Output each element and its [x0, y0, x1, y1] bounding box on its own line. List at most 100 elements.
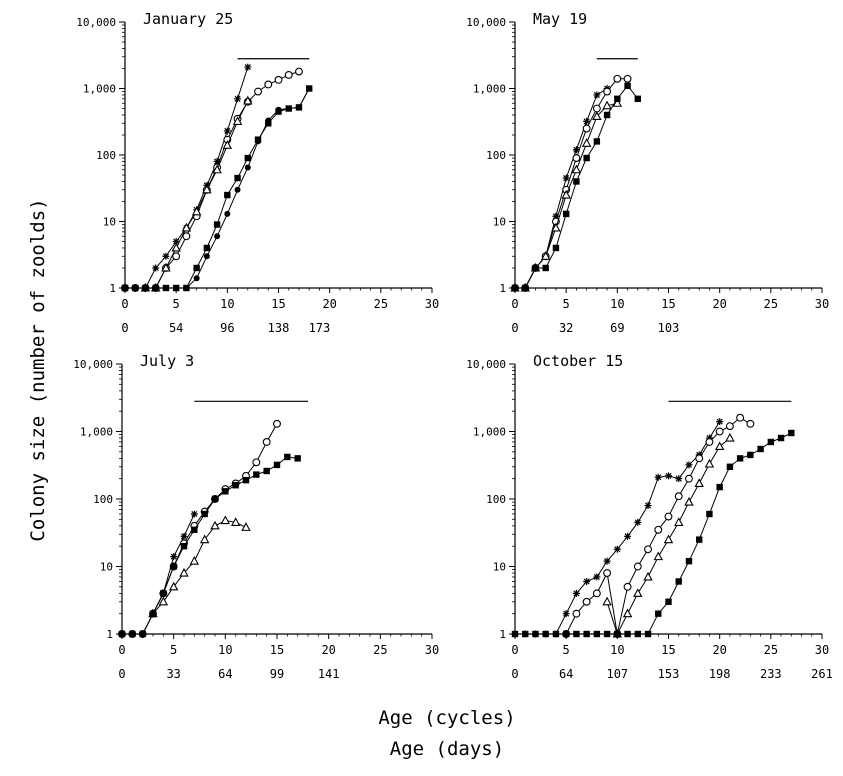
days-tick-label: 233: [760, 667, 782, 681]
data-point: [234, 186, 241, 193]
data-point: [265, 120, 272, 127]
y-tick-label: 10: [493, 216, 506, 229]
x-tick-label: 20: [321, 643, 335, 657]
days-tick-label: 99: [270, 667, 284, 681]
days-tick-label: 0: [511, 321, 518, 335]
y-tick-label: 100: [96, 149, 116, 162]
x-tick-label: 5: [173, 297, 180, 311]
data-point: [189, 556, 200, 565]
data-point: [252, 458, 261, 467]
data-point: [603, 569, 612, 577]
panel-title: May 19: [533, 10, 587, 28]
data-point: [244, 154, 251, 162]
data-point: [542, 630, 549, 638]
data-point: [273, 419, 281, 428]
data-point: [190, 510, 198, 518]
data-point: [644, 545, 652, 554]
days-tick-label: 261: [811, 667, 833, 681]
data-point: [767, 438, 775, 446]
data-point: [542, 264, 549, 272]
data-point: [162, 252, 170, 260]
y-tick-label: 1: [499, 282, 506, 295]
data-point: [170, 563, 177, 570]
x-tick-label: 0: [118, 643, 125, 657]
y-tick-label: 100: [486, 493, 506, 506]
data-point: [511, 284, 519, 292]
data-point: [244, 164, 251, 171]
data-point: [573, 178, 580, 185]
days-tick-label: 54: [169, 321, 183, 335]
data-point: [179, 567, 189, 577]
data-point: [583, 117, 591, 125]
y-tick-label: 1,000: [473, 83, 506, 96]
data-point: [583, 577, 591, 585]
data-point: [203, 244, 211, 252]
data-point: [684, 496, 694, 506]
data-point: [193, 275, 200, 282]
panel-4: 1 10 100 1,000 10,000 0 5 10 15 20 25 30 0 64 107 153 19…: [466, 352, 833, 681]
data-point: [582, 124, 591, 133]
days-tick-label: 32: [559, 321, 573, 335]
data-point: [613, 545, 621, 553]
days-tick-label: 0: [118, 667, 125, 681]
data-point: [572, 154, 581, 162]
x-tick-label: 15: [271, 297, 285, 311]
data-point: [573, 630, 580, 638]
data-point: [685, 557, 693, 565]
data-point: [562, 174, 570, 182]
data-point: [232, 116, 243, 125]
data-point: [696, 536, 703, 543]
data-point: [581, 138, 592, 147]
data-point: [552, 212, 560, 220]
x-tick-label: 10: [218, 643, 232, 657]
data-point: [511, 630, 519, 638]
data-point: [736, 455, 744, 462]
panel-3: 1 10 100 1,000 10,000 0 5 10 15 20 25 30 0 33 64 99 141 J…: [73, 352, 439, 681]
x-tick-label: 5: [170, 643, 177, 657]
data-point: [664, 512, 673, 521]
data-point: [182, 232, 191, 241]
data-point: [624, 630, 631, 638]
data-point: [214, 233, 221, 240]
days-tick-label: 0: [511, 667, 518, 681]
x-tick-label: 0: [511, 643, 518, 657]
data-point: [777, 434, 785, 442]
data-point: [203, 253, 210, 260]
data-point: [170, 553, 178, 561]
panel-2: 1 10 100 1,000 10,000 0 5 10 15 20 25 30 0 32 69 103 May…: [466, 10, 829, 335]
days-tick-label: 107: [606, 667, 628, 681]
data-point: [562, 210, 570, 218]
series-filled-circle: [122, 85, 313, 291]
data-point: [562, 610, 570, 618]
x-tick-label: 30: [815, 643, 829, 657]
data-point: [726, 463, 734, 470]
series-open-triangle: [602, 432, 735, 638]
data-point: [284, 70, 293, 79]
data-point: [634, 95, 641, 103]
series-line: [125, 66, 249, 289]
data-point: [583, 630, 590, 638]
data-point: [634, 518, 642, 526]
data-point: [211, 495, 219, 503]
series-open-triangle: [148, 515, 251, 618]
data-point: [694, 478, 704, 487]
y-tick-label: 1,000: [473, 426, 506, 439]
y-tick-label: 100: [486, 149, 506, 162]
data-point: [152, 264, 160, 272]
days-tick-label: 141: [318, 667, 340, 681]
y-tick-label: 1: [106, 628, 113, 641]
data-point: [213, 157, 221, 165]
data-point: [522, 630, 529, 638]
data-point: [592, 589, 601, 598]
series-filled-square: [511, 429, 795, 638]
y-tick-label: 10: [493, 561, 506, 574]
y-tick-label: 10,000: [76, 16, 116, 29]
data-point: [274, 75, 283, 84]
data-point: [220, 515, 231, 525]
data-point: [191, 526, 198, 533]
data-point: [736, 413, 745, 422]
x-axis-label-cycles: Age (cycles): [378, 707, 515, 729]
data-point: [623, 74, 632, 83]
data-point: [161, 262, 171, 272]
series-line: [122, 423, 278, 635]
